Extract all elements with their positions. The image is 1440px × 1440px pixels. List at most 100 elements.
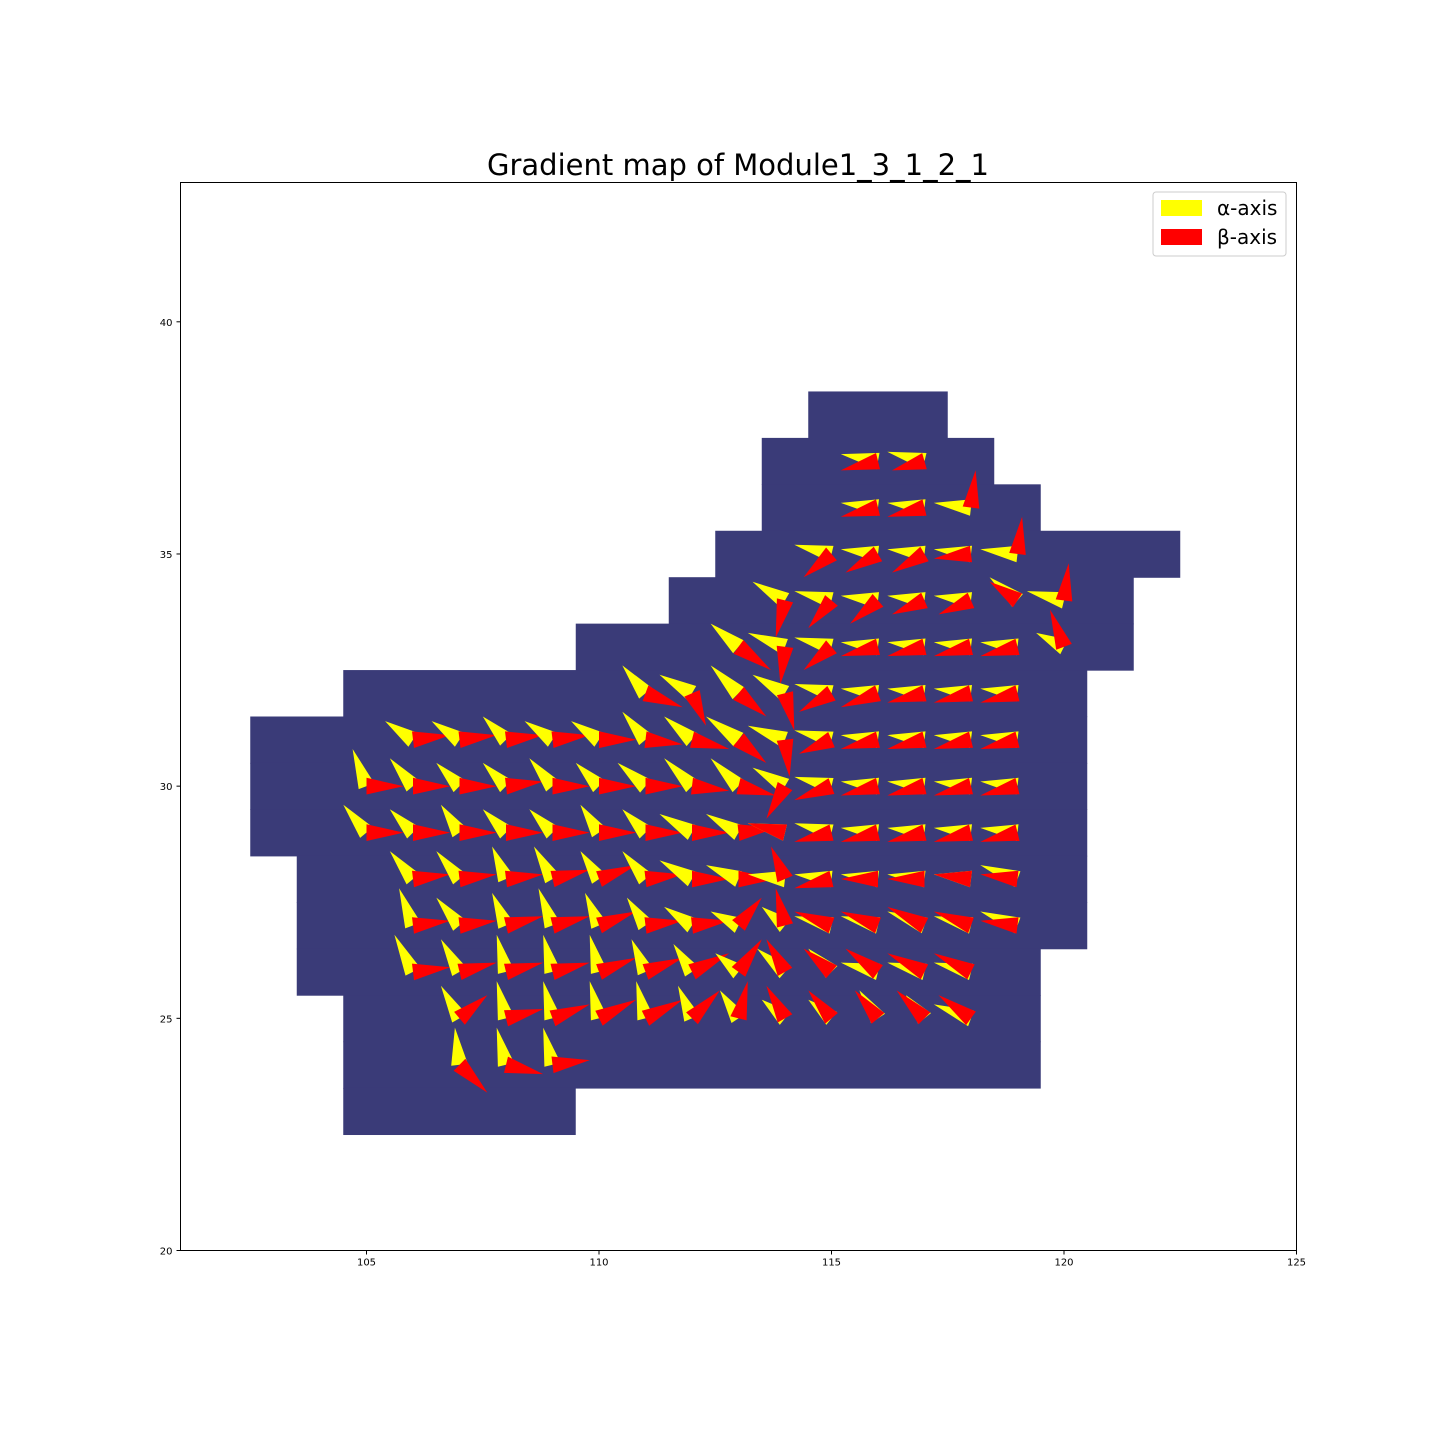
alpha-vector — [617, 762, 651, 793]
beta-vector — [892, 453, 927, 471]
beta-vector — [692, 824, 730, 841]
beta-vector — [887, 685, 927, 703]
beta-vector — [887, 906, 929, 933]
beta-vector — [641, 999, 683, 1026]
beta-vector — [892, 592, 928, 615]
beta-vector — [775, 888, 794, 928]
beta-vector — [1055, 563, 1073, 602]
alpha-vector — [710, 665, 745, 700]
region-cell-row — [343, 1087, 576, 1136]
beta-vector — [794, 778, 835, 801]
beta-vector — [505, 870, 544, 888]
alpha-vector — [482, 809, 512, 839]
beta-vector — [550, 916, 590, 934]
beta-vector — [738, 870, 776, 888]
alpha-vector — [385, 721, 418, 747]
alpha-vector — [622, 711, 652, 746]
beta-vector — [840, 453, 880, 471]
beta-vector — [504, 1009, 544, 1027]
alpha-vector — [710, 758, 745, 793]
beta-vector — [458, 731, 497, 748]
alpha-vector — [659, 814, 697, 840]
alpha-vector — [482, 762, 512, 793]
beta-vector — [840, 824, 880, 842]
beta-vector — [850, 594, 884, 624]
alpha-vector — [622, 809, 652, 839]
beta-vector — [1009, 516, 1026, 555]
beta-vector — [731, 939, 762, 977]
beta-vector — [980, 917, 1019, 934]
beta-vector — [803, 547, 837, 578]
y-tick-label: 25 — [160, 1014, 173, 1025]
alpha-vector — [529, 758, 559, 792]
beta-vector — [504, 1056, 544, 1075]
y-axis: 20 25 30 35 40 — [160, 318, 181, 1258]
beta-vector — [803, 640, 837, 671]
beta-vector — [980, 870, 1019, 888]
beta-vector — [938, 995, 976, 1026]
beta-vector — [599, 731, 637, 749]
y-tick-label: 20 — [160, 1247, 173, 1258]
beta-vector — [505, 777, 544, 795]
beta-vector — [733, 733, 767, 763]
beta-vector — [933, 911, 974, 934]
beta-vector — [887, 870, 925, 888]
legend-swatch-alpha — [1161, 200, 1202, 216]
beta-vector — [933, 638, 973, 657]
beta-vector — [596, 865, 637, 887]
beta-vector — [366, 777, 404, 795]
beta-vector — [736, 778, 776, 796]
beta-vector — [688, 953, 730, 980]
beta-vector — [551, 1056, 590, 1074]
alpha-vector — [529, 809, 559, 839]
beta-vector — [840, 870, 878, 888]
alpha-vector — [752, 674, 790, 701]
beta-vector — [596, 957, 637, 980]
chart-title: Gradient map of Module1_3_1_2_1 — [487, 148, 989, 182]
y-tick-label: 40 — [160, 318, 173, 329]
beta-vector — [933, 953, 975, 980]
region-cell-row — [808, 391, 948, 439]
alpha-vector — [980, 545, 1019, 563]
x-tick-label: 120 — [1054, 1258, 1073, 1269]
beta-vector — [933, 731, 973, 749]
beta-vector — [887, 824, 927, 842]
beta-vector — [933, 824, 973, 842]
beta-vector — [453, 1058, 488, 1093]
beta-vector — [766, 939, 793, 976]
beta-vector — [458, 870, 497, 888]
beta-vector — [691, 917, 730, 934]
y-tick-label: 35 — [160, 550, 173, 561]
beta-vector — [691, 777, 730, 795]
beta-vector — [732, 897, 762, 931]
alpha-vector — [659, 860, 697, 887]
alpha-vector — [451, 1027, 468, 1066]
beta-vector — [645, 777, 683, 795]
beta-vector — [366, 824, 404, 841]
beta-vector — [684, 690, 706, 726]
beta-vector — [459, 824, 497, 841]
beta-vector — [459, 777, 497, 795]
beta-vector — [892, 546, 929, 573]
beta-vector — [550, 869, 590, 888]
beta-vector — [840, 911, 881, 934]
beta-vector — [454, 995, 488, 1025]
beta-vector — [412, 870, 451, 888]
beta-vector — [412, 963, 451, 981]
legend: α-axis β-axis — [1152, 191, 1287, 257]
beta-vector — [962, 470, 980, 509]
beta-vector — [644, 917, 683, 934]
beta-vector — [840, 499, 880, 517]
beta-vector — [550, 962, 590, 980]
alpha-vector — [436, 762, 466, 793]
beta-vector — [552, 824, 590, 841]
beta-vector — [887, 638, 927, 657]
alpha-vector — [389, 758, 420, 792]
region-cell-row — [343, 670, 1088, 718]
beta-vector — [504, 916, 544, 934]
beta-vector — [599, 824, 637, 841]
alpha-vector — [343, 804, 373, 838]
beta-vector — [733, 640, 771, 671]
beta-vector — [840, 685, 881, 708]
